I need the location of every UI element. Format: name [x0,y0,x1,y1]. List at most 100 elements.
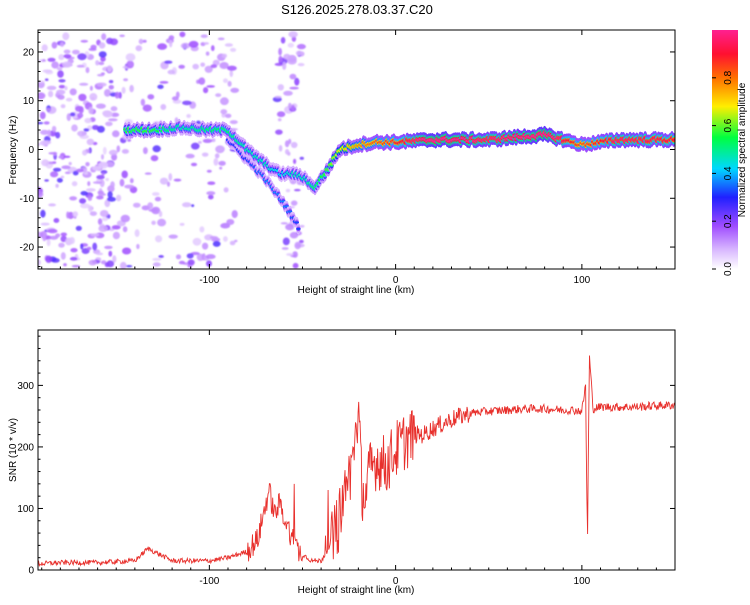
noise-blob [112,130,120,138]
noise-blob [100,260,107,265]
noise-blob [192,63,199,70]
noise-blob [125,53,136,62]
noise-blob [223,78,228,83]
colorbar-gradient [712,30,738,269]
noise-blob [283,53,291,60]
noise-blob [60,232,67,237]
noise-blob [120,261,127,269]
noise-blob [212,240,221,247]
noise-blob [71,181,78,187]
noise-blob [95,252,104,256]
noise-blob [110,181,115,189]
noise-blob [69,237,75,245]
noise-blob [109,38,118,46]
colorbar-tick-label: 0.0 [723,262,734,276]
noise-blob [204,234,214,241]
noise-blob [118,91,122,99]
noise-blob [55,183,59,188]
noise-blob [219,62,229,69]
noise-blob [217,37,225,41]
noise-blob [108,80,114,84]
noise-blob [212,59,220,66]
y-tick-label: 0 [28,145,34,156]
noise-blob [175,91,180,99]
noise-blob [42,59,46,62]
noise-blob [285,149,290,155]
noise-blob [85,67,90,74]
noise-blob [223,187,229,193]
y-tick-label: 0 [28,566,34,577]
noise-blob [121,170,128,179]
noise-blob [46,85,57,91]
noise-blob [158,210,163,218]
noise-blob [87,181,91,187]
noise-blob [190,162,198,167]
noise-blob [79,198,87,204]
noise-blob [292,262,299,269]
noise-blob [40,129,50,135]
noise-blob [188,40,199,48]
ridge-cell [296,227,301,230]
noise-blob [56,67,63,71]
noise-blob [200,62,206,67]
noise-blob [164,60,173,64]
noise-blob [105,121,113,127]
noise-blob [227,80,232,87]
noise-blob [88,106,94,115]
noise-blob [199,226,205,233]
noise-blob [231,210,238,219]
noise-blob [55,131,61,139]
noise-blob [168,173,173,181]
noise-blob [48,203,56,207]
noise-blob [198,77,206,85]
noise-blob [80,39,89,43]
noise-blob [133,202,141,208]
noise-blob [125,265,133,268]
noise-blob [60,42,65,47]
noise-blob [38,92,46,100]
snr-panel: -100 0 100 0 100 200 300 Height of straight li… [8,329,676,596]
noise-blob [198,140,202,144]
noise-blob [121,86,126,94]
noise-blob [77,53,87,61]
noise-blob [229,120,238,125]
colorbar-tick-label: 0.6 [723,118,734,132]
noise-blob [89,85,93,91]
noise-blob [43,121,50,125]
noise-blob [69,112,76,117]
noise-blob [92,242,98,251]
x-tick-label: -100 [199,576,219,587]
y-tick-label: -20 [20,243,35,254]
noise-blob [275,129,283,135]
noise-blob [288,31,298,38]
spectrogram-ylabel: Frequency (Hz) [8,116,19,185]
y-tick-label: -10 [20,194,35,205]
noise-blob [157,43,168,50]
noise-blob [209,236,219,239]
noise-blob [213,158,219,166]
noise-blob [112,231,120,240]
noise-blob [167,69,176,75]
noise-blob [60,104,66,109]
noise-blob [123,78,128,82]
noise-blob [138,38,144,45]
noise-blob [135,45,143,52]
noise-blob [58,84,66,89]
noise-blob [77,257,81,261]
noise-blob [152,192,160,196]
noise-blob [287,42,294,48]
noise-blob [101,33,107,41]
noise-blob [60,252,66,260]
noise-blob [98,61,105,66]
noise-blob [122,247,132,255]
noise-blob [186,114,191,118]
noise-blob [175,254,182,260]
noise-blob [62,32,70,41]
noise-blob [63,49,71,54]
noise-blob [178,260,186,265]
noise-blob [159,81,169,84]
noise-blob [97,162,108,167]
noise-blob [114,91,120,99]
noise-blob [178,64,185,69]
